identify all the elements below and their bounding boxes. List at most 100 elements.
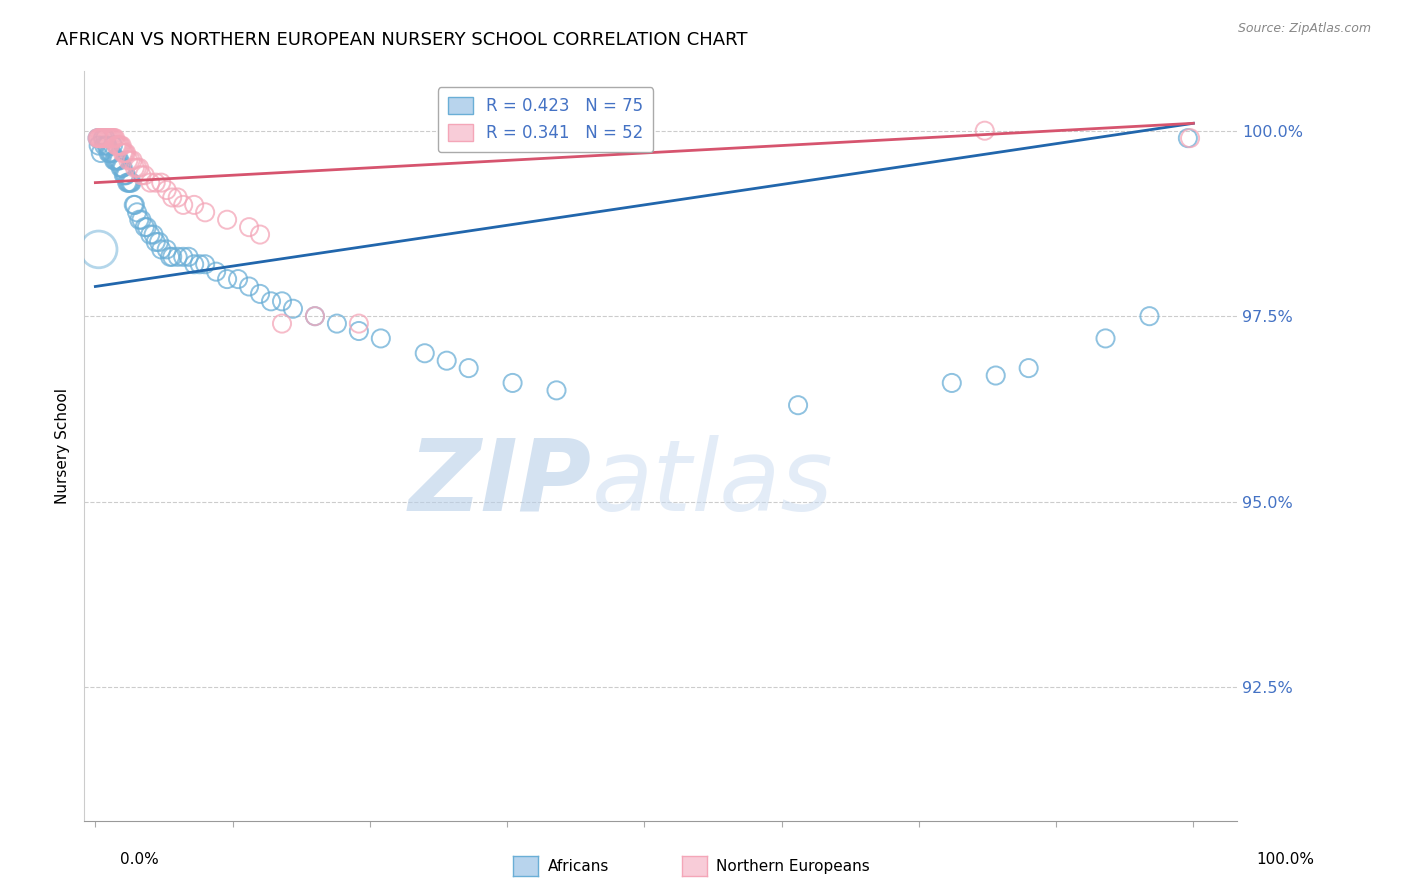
Point	[159, 250, 181, 264]
Point	[238, 279, 260, 293]
Point	[114, 145, 136, 160]
Point	[281, 301, 304, 316]
Point	[115, 168, 138, 182]
Point	[107, 153, 129, 168]
Point	[166, 190, 188, 204]
Point	[90, 145, 112, 160]
Point	[96, 138, 118, 153]
Point	[139, 176, 162, 190]
Point	[108, 153, 131, 168]
Point	[111, 138, 134, 153]
Point	[104, 153, 127, 168]
Point	[86, 131, 108, 145]
Point	[105, 138, 128, 153]
Point	[124, 198, 146, 212]
Point	[194, 205, 217, 219]
Point	[107, 138, 129, 153]
Point	[89, 131, 111, 145]
Point	[188, 257, 211, 271]
Point	[347, 317, 370, 331]
Point	[110, 138, 132, 153]
Point	[114, 168, 136, 182]
Point	[457, 361, 479, 376]
Point	[96, 131, 118, 145]
Point	[111, 161, 134, 175]
Point	[131, 168, 153, 182]
Point	[183, 198, 205, 212]
Point	[436, 353, 458, 368]
Point	[226, 272, 249, 286]
Point	[86, 131, 108, 145]
Point	[271, 294, 294, 309]
Point	[172, 198, 194, 212]
Point	[90, 131, 112, 145]
Point	[271, 317, 294, 331]
Point	[93, 131, 115, 145]
Text: 100.0%: 100.0%	[1257, 852, 1315, 867]
Point	[105, 138, 128, 153]
Point	[98, 131, 121, 145]
Point	[166, 250, 188, 264]
Point	[150, 176, 173, 190]
Point	[156, 183, 179, 197]
Point	[125, 161, 148, 175]
Point	[104, 131, 127, 145]
Point	[110, 161, 132, 175]
Point	[148, 235, 170, 249]
Point	[115, 145, 138, 160]
Text: Northern Europeans: Northern Europeans	[716, 859, 869, 873]
Point	[101, 131, 124, 145]
Point	[238, 220, 260, 235]
Point	[217, 272, 239, 286]
Point	[134, 220, 156, 235]
Point	[101, 131, 124, 145]
Point	[101, 138, 124, 153]
Point	[124, 161, 146, 175]
Point	[105, 153, 128, 168]
Point	[194, 257, 217, 271]
Point	[326, 317, 349, 331]
Point	[134, 168, 156, 182]
Point	[145, 176, 167, 190]
Point	[112, 145, 135, 160]
Point	[91, 131, 114, 145]
Point	[177, 250, 200, 264]
Point	[142, 227, 165, 242]
Point	[111, 145, 134, 160]
Point	[121, 153, 143, 168]
Point	[98, 145, 121, 160]
Point	[112, 168, 135, 182]
Point	[120, 176, 142, 190]
Point	[1178, 131, 1201, 145]
Point	[94, 131, 117, 145]
Point	[103, 131, 125, 145]
Point	[139, 227, 162, 242]
Point	[984, 368, 1007, 383]
Point	[941, 376, 963, 390]
Point	[97, 145, 120, 160]
Text: Africans: Africans	[548, 859, 610, 873]
Point	[156, 243, 179, 257]
Point	[91, 131, 114, 145]
Point	[217, 212, 239, 227]
Point	[370, 331, 392, 345]
Point	[304, 309, 326, 323]
Point	[1177, 131, 1199, 145]
Point	[118, 176, 141, 190]
Point	[128, 212, 150, 227]
Text: AFRICAN VS NORTHERN EUROPEAN NURSERY SCHOOL CORRELATION CHART: AFRICAN VS NORTHERN EUROPEAN NURSERY SCH…	[56, 31, 748, 49]
Point	[1139, 309, 1161, 323]
Point	[160, 190, 183, 204]
Point	[103, 153, 125, 168]
Point	[1094, 331, 1116, 345]
Text: Source: ZipAtlas.com: Source: ZipAtlas.com	[1237, 22, 1371, 36]
Point	[87, 243, 110, 257]
Point	[1018, 361, 1040, 376]
Point	[94, 131, 117, 145]
Point	[160, 250, 183, 264]
Point	[117, 176, 139, 190]
Point	[172, 250, 194, 264]
Point	[413, 346, 436, 360]
Point	[304, 309, 326, 323]
Point	[249, 227, 271, 242]
